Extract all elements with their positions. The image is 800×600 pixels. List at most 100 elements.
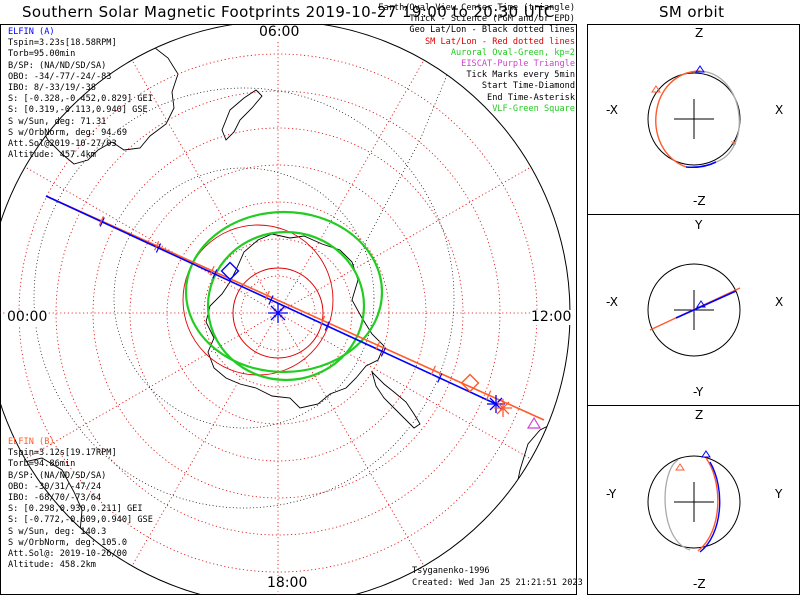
sm-longitude-line bbox=[277, 162, 538, 314]
sm-longitude-line bbox=[17, 312, 279, 464]
elfin-a-line: S w/Sun, deg: 71.31 bbox=[8, 116, 107, 127]
elfin-a-line: Torb=95.00min bbox=[8, 49, 76, 60]
elfin-b-end-asterisk bbox=[494, 399, 512, 417]
sm-pole-circle bbox=[232, 267, 324, 359]
orbit-panel-yz bbox=[647, 450, 741, 553]
elfin-b-tick-marks bbox=[98, 216, 492, 400]
track-tick-mark bbox=[98, 216, 104, 226]
page-title: Southern Solar Magnetic Footprints 2019-… bbox=[22, 3, 555, 21]
elfin-b-line: Tspin=3.12s[19.17RPM] bbox=[8, 448, 117, 459]
sm-longitude-line bbox=[17, 162, 279, 314]
elfin-b-line: S w/OrbNorm, deg: 105.0 bbox=[8, 537, 127, 548]
hour-label-left: 00:00 bbox=[6, 309, 49, 325]
elfin-a-line: Tspin=3.23s[18.58RPM] bbox=[8, 38, 117, 49]
sm-longitude-line bbox=[277, 312, 429, 573]
orbit1-axis-right: X bbox=[775, 103, 784, 117]
antarctica-outline bbox=[205, 233, 385, 409]
sm-inner-ring bbox=[182, 224, 334, 376]
legend-item: End Time-Asterisk bbox=[487, 92, 575, 103]
orbit2-axis-left: -X bbox=[606, 295, 618, 309]
legend: Earth/Oval View Center Time (triangle) T… bbox=[378, 3, 575, 115]
auroral-oval-outer bbox=[184, 210, 384, 374]
track-tick-mark bbox=[155, 243, 162, 253]
sm-longitude-line bbox=[127, 52, 279, 314]
elfin-b-line: S w/Sun, deg: 140.3 bbox=[8, 526, 107, 537]
orbit1-axis-left: -X bbox=[606, 103, 618, 117]
legend-item: Earth/Oval View Center Time (triangle) bbox=[378, 3, 575, 13]
orbit-panel-xy bbox=[647, 263, 741, 357]
elfin-a-line: S: [-0.328,-0.452,0.829] GEI bbox=[8, 94, 153, 105]
elfin-a-line: Att.Sol@2019-10-27/03 bbox=[8, 138, 117, 149]
eiscat-triangle bbox=[526, 416, 542, 429]
track-tick-mark bbox=[209, 265, 215, 276]
legend-item: Tick Marks every 5min bbox=[466, 70, 575, 81]
created-text: Created: Wed Jan 25 21:21:51 2023 bbox=[412, 578, 583, 588]
elfin-b-track bbox=[45, 195, 545, 421]
elfin-a-line: S: [0.319,-0.113,0.940] GSE bbox=[8, 105, 148, 116]
sm-longitude-line bbox=[277, 52, 429, 314]
legend-item: Thick - Science (FGM and/or EPD) bbox=[409, 14, 575, 25]
orbit2-axis-right: X bbox=[775, 295, 784, 309]
elfin-b-name: ELFIN (B) bbox=[8, 437, 55, 447]
track-tick-mark bbox=[264, 290, 270, 301]
track-tick-mark bbox=[375, 340, 381, 351]
legend-item: Auroral Oval-Green, kp=2 bbox=[450, 47, 575, 58]
orbit-title: SM orbit bbox=[659, 3, 725, 21]
orbit3-axis-left: -Y bbox=[606, 487, 617, 501]
svg-text:*: * bbox=[730, 138, 737, 152]
track-tick-mark bbox=[437, 373, 443, 383]
track-tick-mark bbox=[268, 295, 274, 305]
legend-item: VLF-Green Square bbox=[492, 103, 575, 114]
elfin-a-line: S w/OrbNorm, deg: 94.69 bbox=[8, 127, 127, 138]
orbit-panel-xz: * bbox=[647, 65, 741, 169]
antarctic-peninsula-outline bbox=[371, 370, 421, 429]
orbit1-axis-up: Z bbox=[695, 26, 704, 40]
elfin-b-line: OBO: -30/31/-47/24 bbox=[8, 481, 102, 492]
new-zealand-outline bbox=[221, 89, 263, 141]
sm-longitude-line bbox=[277, 312, 538, 464]
legend-item: Start Time-Diamond bbox=[481, 81, 575, 92]
elfin-b-line: IBO: -68/70/-73/64 bbox=[8, 492, 102, 503]
auroral-oval-inner bbox=[206, 230, 366, 382]
elfin-a-tick-marks bbox=[99, 217, 443, 383]
track-tick-mark bbox=[430, 365, 436, 376]
orbit3-axis-right: Y bbox=[775, 487, 783, 501]
elfin-b-line: Torb=94.86min bbox=[8, 459, 76, 470]
elfin-a-line: IBO: 8/-33/19/-38 bbox=[8, 82, 96, 93]
elfin-a-line: B/SP: (NA/ND/SD/SA) bbox=[8, 60, 107, 71]
elfin-b-start-diamond bbox=[460, 373, 480, 393]
legend-item: Geo Lat/Lon - Black dotted lines bbox=[409, 25, 575, 36]
orbit2-axis-down: -Y bbox=[693, 385, 704, 399]
sm-longitude-lines bbox=[0, 24, 570, 595]
elfin-a-info: ELFIN (A) Tspin=3.23s[18.58RPM] Torb=95.… bbox=[8, 27, 153, 161]
elfin-a-end-asterisk bbox=[487, 395, 505, 413]
elfin-b-line: S: [-0.772,-0.609,0.940] GSE bbox=[8, 515, 153, 526]
track-tick-mark bbox=[380, 347, 387, 357]
track-tick-mark bbox=[320, 315, 326, 326]
elfin-b-line: B/SP: (NA/ND/SD/SA) bbox=[8, 470, 107, 481]
sm-longitude-line bbox=[127, 312, 279, 573]
map-frame bbox=[0, 24, 577, 595]
elfin-b-info: ELFIN (B) Tspin=3.12s[19.17RPM] Torb=94.… bbox=[8, 437, 153, 571]
elfin-b-line: Altitude: 458.2km bbox=[8, 560, 96, 571]
view-center-asterisk bbox=[268, 303, 288, 323]
orbit2-axis-up: Y bbox=[695, 218, 703, 232]
track-tick-mark bbox=[486, 390, 492, 400]
hour-label-top: 06:00 bbox=[258, 24, 301, 40]
track-tick-mark bbox=[154, 240, 160, 251]
elfin-a-name: ELFIN (A) bbox=[8, 27, 55, 37]
elfin-a-line: OBO: -34/-77/-24/-83 bbox=[8, 71, 112, 82]
orbit3-axis-down: -Z bbox=[693, 577, 706, 591]
orbit3-axis-up: Z bbox=[695, 408, 704, 422]
elfin-b-line: S: [0.298,0.930,0.211] GEI bbox=[8, 504, 143, 515]
track-tick-mark bbox=[212, 269, 218, 279]
hour-label-right: 12:00 bbox=[530, 309, 573, 325]
track-tick-mark bbox=[99, 217, 105, 227]
elfin-a-line: Altitude: 457.4km bbox=[8, 150, 96, 161]
elfin-b-line: Att.Sol@: 2019-10-26/00 bbox=[8, 548, 127, 559]
hour-label-bottom: 18:00 bbox=[266, 575, 309, 591]
track-tick-mark bbox=[324, 321, 330, 331]
elfin-a-start-diamond bbox=[220, 261, 240, 281]
credit-text: Tsyganenko-1996 bbox=[412, 566, 490, 576]
legend-item: EISCAT-Purple Triangle bbox=[461, 58, 575, 69]
